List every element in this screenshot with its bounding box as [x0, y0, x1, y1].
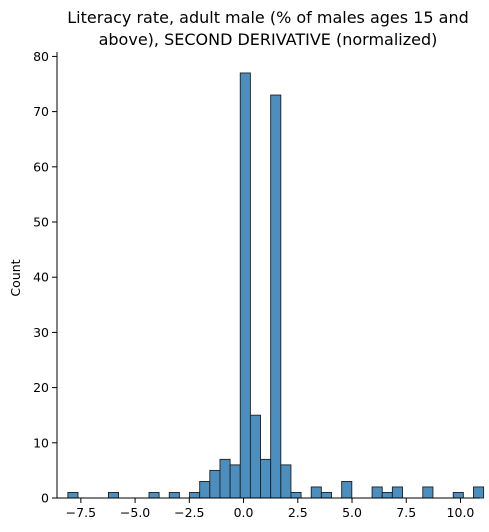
bars-layer — [67, 72, 485, 499]
ticks-layer: −7.5 −5.0 −2.5 0.0 2.5 5.0 7.5 10.0 0 10 20 30 40 50 6… — [33, 49, 474, 520]
y-tick-label: 80 — [33, 49, 49, 64]
histogram-bar — [341, 480, 353, 499]
histogram-bar — [280, 464, 292, 499]
x-tick-label: 2.5 — [288, 505, 308, 520]
y-tick-label: 50 — [33, 215, 49, 230]
histogram-bar — [107, 492, 120, 499]
histogram-bar — [249, 414, 261, 499]
histogram-bar — [371, 486, 383, 499]
y-axis-label: Count — [8, 259, 23, 296]
y-tick-label: 60 — [33, 159, 49, 174]
histogram-bar — [473, 486, 485, 499]
histogram-bar — [310, 486, 322, 499]
x-tick-label: 0.0 — [234, 505, 254, 520]
chart-title-line-2: above), SECOND DERIVATIVE (normalized) — [99, 30, 438, 49]
y-tick-label: 30 — [33, 325, 49, 340]
x-tick-label: −2.5 — [174, 505, 204, 520]
histogram-bar — [199, 480, 211, 499]
y-tick-label: 20 — [33, 380, 49, 395]
x-tick-label: 10.0 — [447, 505, 475, 520]
histogram-bar — [381, 492, 393, 499]
histogram-bar — [239, 72, 251, 499]
axes-layer — [56, 52, 480, 499]
y-tick-label: 0 — [41, 491, 49, 506]
histogram-bar — [320, 492, 332, 499]
histogram-bar — [189, 492, 201, 499]
histogram-bar — [391, 486, 403, 499]
histogram-bar — [452, 492, 464, 499]
histogram-bar — [229, 464, 241, 499]
x-tick-label: 7.5 — [396, 505, 416, 520]
histogram-bar — [168, 492, 180, 499]
y-tick-label: 10 — [33, 435, 49, 450]
histogram-bar — [219, 458, 231, 499]
histogram-bar — [209, 469, 221, 499]
x-tick-label: −5.0 — [120, 505, 150, 520]
x-tick-label: −7.5 — [66, 505, 96, 520]
y-tick-label: 40 — [33, 270, 49, 285]
y-tick-label: 70 — [33, 104, 49, 119]
histogram-bar — [270, 94, 282, 499]
x-tick-label: 5.0 — [342, 505, 362, 520]
histogram-bar — [422, 486, 434, 499]
chart-title-line-1: Literacy rate, adult male (% of males ag… — [67, 8, 468, 27]
histogram-bar — [148, 492, 160, 499]
histogram-bar — [67, 492, 79, 499]
histogram-bar — [260, 458, 272, 499]
histogram-bar — [290, 492, 302, 499]
